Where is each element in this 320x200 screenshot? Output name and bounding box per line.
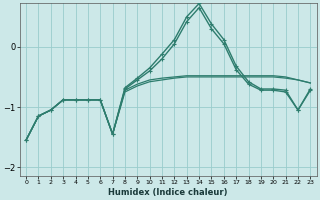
X-axis label: Humidex (Indice chaleur): Humidex (Indice chaleur) <box>108 188 228 197</box>
